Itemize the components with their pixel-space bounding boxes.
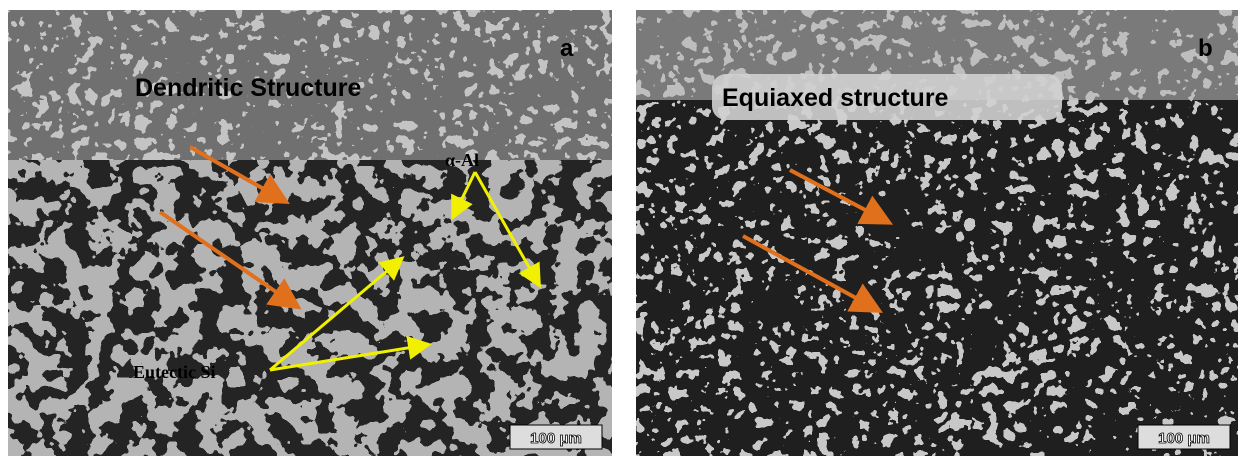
annotation: Eutectic Si xyxy=(133,362,216,382)
panel-label: b xyxy=(1198,35,1213,62)
scale-bar-label: 100 μm xyxy=(530,430,582,447)
microstructure xyxy=(8,160,612,456)
annotation: α-Al xyxy=(445,150,479,170)
panel-title: Dendritic Structure xyxy=(135,74,362,102)
panel-b: b Equiaxed structure 100 μm xyxy=(636,10,1238,456)
scale-bar-label: 100 μm xyxy=(1158,430,1210,447)
panel-a: a Dendritic Structure α-Al Eutectic Si 1… xyxy=(8,10,612,456)
figure: a Dendritic Structure α-Al Eutectic Si 1… xyxy=(0,0,1244,459)
panel-label: a xyxy=(560,35,574,62)
panel-title: Equiaxed structure xyxy=(722,84,949,112)
